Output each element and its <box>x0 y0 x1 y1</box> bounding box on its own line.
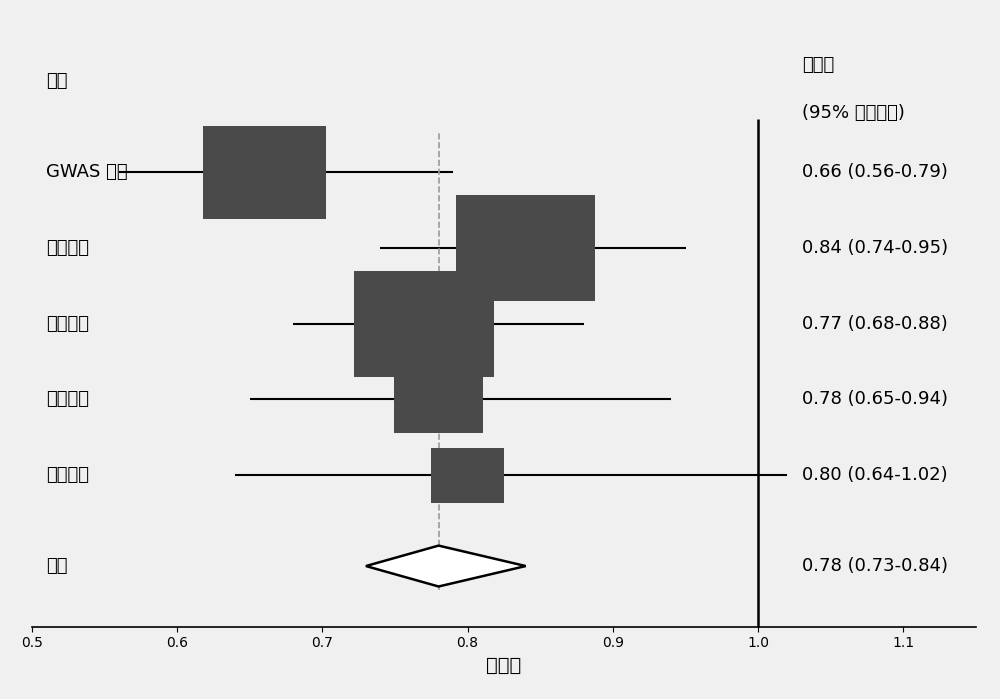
Polygon shape <box>366 546 526 586</box>
Text: 北京人群: 北京人群 <box>46 466 89 484</box>
Text: 广西人群: 广西人群 <box>46 315 89 333</box>
Bar <box>354 271 494 377</box>
Text: 0.78 (0.73-0.84): 0.78 (0.73-0.84) <box>802 557 948 575</box>
Text: 0.80 (0.64-1.02): 0.80 (0.64-1.02) <box>802 466 947 484</box>
Text: 江苏人群: 江苏人群 <box>46 239 89 257</box>
Text: 总和: 总和 <box>46 557 68 575</box>
Bar <box>456 195 595 301</box>
Text: 人群: 人群 <box>46 73 68 90</box>
Bar <box>394 366 483 433</box>
X-axis label: 比值比: 比值比 <box>486 656 522 675</box>
Text: 0.84 (0.74-0.95): 0.84 (0.74-0.95) <box>802 239 948 257</box>
Text: 0.78 (0.65-0.94): 0.78 (0.65-0.94) <box>802 391 948 408</box>
Text: 0.66 (0.56-0.79): 0.66 (0.56-0.79) <box>802 164 948 181</box>
Text: 比值比: 比值比 <box>802 56 834 74</box>
Text: 0.77 (0.68-0.88): 0.77 (0.68-0.88) <box>802 315 948 333</box>
Bar <box>203 126 326 219</box>
Text: (95% 置信区间): (95% 置信区间) <box>802 104 905 122</box>
Text: GWAS 人群: GWAS 人群 <box>46 164 128 181</box>
Bar <box>431 447 504 503</box>
Text: 广东人群: 广东人群 <box>46 391 89 408</box>
